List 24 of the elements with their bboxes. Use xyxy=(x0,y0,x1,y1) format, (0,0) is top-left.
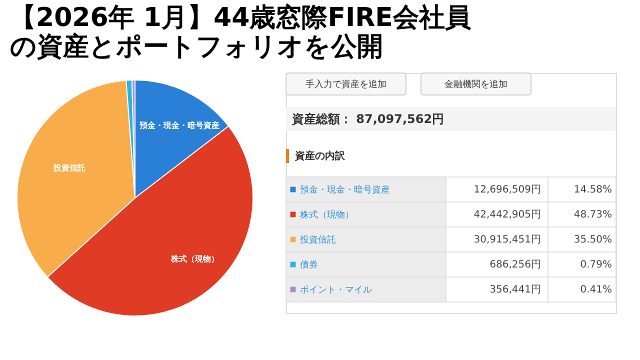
legend-label: 投資信託 xyxy=(299,234,336,246)
legend-label: 預金・現金・暗号資産 xyxy=(300,184,390,196)
slice-label: 株式（現物） xyxy=(170,254,220,264)
text: 資産の内訳 xyxy=(294,150,346,162)
legend-label: ポイント・マイル xyxy=(300,286,372,296)
text: 14.58% xyxy=(574,184,612,196)
text: 0.41% xyxy=(580,284,612,296)
chart-subtitle: の資産とポートフォリオを公開 xyxy=(10,32,383,62)
legend-label: 株式（現物） xyxy=(299,210,354,220)
data-label: 356,441円 xyxy=(490,284,541,296)
chart-title: 【2026年 1月】44歳窓際FIRE会社員 xyxy=(10,3,471,33)
text: 資産総額： 87,097,562円 xyxy=(291,112,444,126)
text: 48.73% xyxy=(574,210,612,220)
data-label: 30,915,451円 xyxy=(474,234,541,246)
text: 手入力で資産を追加 xyxy=(306,79,386,90)
text: 35.50% xyxy=(574,234,612,246)
data-label: 42,442,905円 xyxy=(474,210,541,220)
data-label: 12,696,509円 xyxy=(474,184,541,196)
slice-label: 投資信託 xyxy=(52,163,86,172)
text: 金融機関を追加 xyxy=(444,79,508,90)
slice-label: 預金・現金・暗号資産 xyxy=(138,120,220,130)
data-label: 686,256円 xyxy=(490,260,541,270)
text: 0.79% xyxy=(580,260,612,270)
legend-label: 債券 xyxy=(300,260,318,270)
